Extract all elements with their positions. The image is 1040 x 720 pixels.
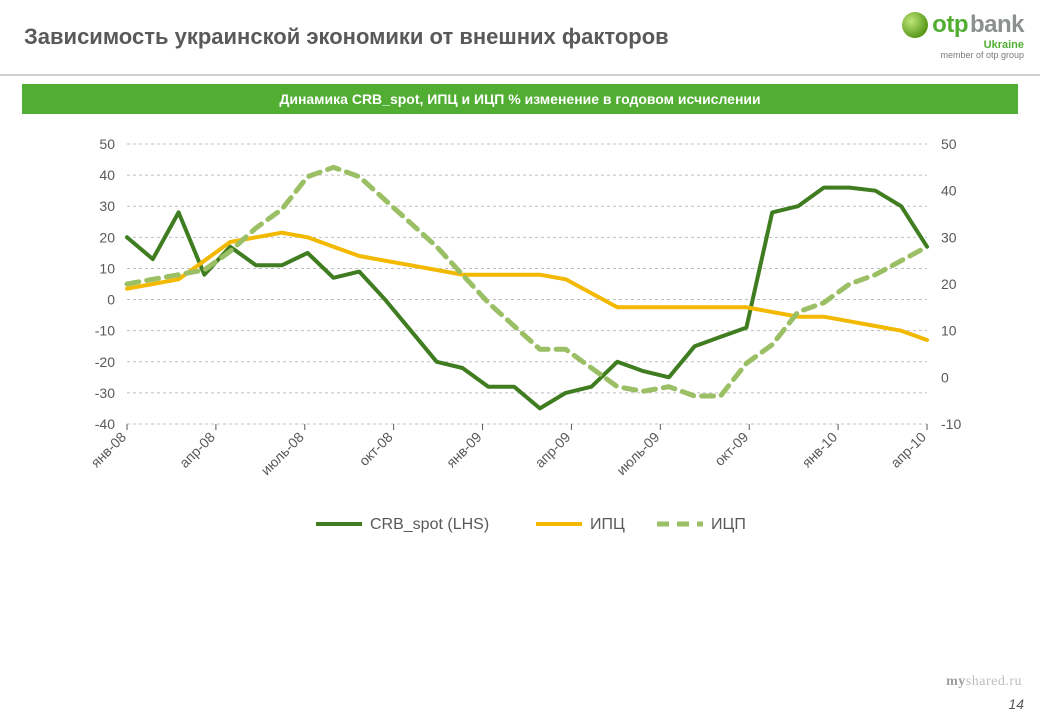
svg-text:50: 50 xyxy=(941,136,957,152)
logo-text-otp: otp xyxy=(932,13,968,37)
watermark: myshared.ru xyxy=(946,674,1022,690)
logo-text-bank: bank xyxy=(970,13,1024,37)
svg-text:окт-09: окт-09 xyxy=(711,429,751,469)
logo-tagline: member of otp group xyxy=(940,50,1024,60)
chart-title: Динамика CRB_spot, ИПЦ и ИЦП % изменение… xyxy=(279,91,760,107)
svg-text:-30: -30 xyxy=(95,385,115,401)
chart-title-band: Динамика CRB_spot, ИПЦ и ИЦП % изменение… xyxy=(22,84,1018,114)
legend-label: ИЦП xyxy=(711,516,746,533)
logo-orb-icon xyxy=(902,12,928,38)
legend-label: ИПЦ xyxy=(590,516,625,533)
svg-text:янв-10: янв-10 xyxy=(799,429,841,471)
svg-text:-20: -20 xyxy=(95,354,115,370)
svg-text:апр-10: апр-10 xyxy=(887,429,929,471)
svg-text:апр-09: апр-09 xyxy=(532,429,574,471)
svg-text:30: 30 xyxy=(941,229,957,245)
series-ИПЦ xyxy=(127,233,927,340)
svg-text:-10: -10 xyxy=(95,323,115,339)
series-CRB_spot (LHS) xyxy=(127,188,927,409)
page-number: 14 xyxy=(1008,696,1024,712)
svg-text:июль-08: июль-08 xyxy=(258,429,307,478)
svg-text:30: 30 xyxy=(99,198,115,214)
svg-text:янв-09: янв-09 xyxy=(443,429,485,471)
divider xyxy=(0,74,1040,76)
svg-text:0: 0 xyxy=(941,369,949,385)
svg-text:10: 10 xyxy=(941,323,957,339)
svg-text:янв-08: янв-08 xyxy=(87,429,129,471)
svg-text:0: 0 xyxy=(107,292,115,308)
svg-text:-40: -40 xyxy=(95,416,115,432)
svg-text:20: 20 xyxy=(99,229,115,245)
svg-text:июль-09: июль-09 xyxy=(613,429,662,478)
legend-label: CRB_spot (LHS) xyxy=(370,516,489,533)
svg-text:20: 20 xyxy=(941,276,957,292)
brand-logo: otp bank Ukraine member of otp group xyxy=(902,12,1024,60)
svg-text:окт-08: окт-08 xyxy=(356,429,396,469)
line-chart: -40 -30 -20 -10 0 10 20 30 40 50 -10 0 10 20 30 40 50 янв… xyxy=(22,124,1018,554)
svg-text:40: 40 xyxy=(941,183,957,199)
svg-text:апр-08: апр-08 xyxy=(176,429,218,471)
svg-text:10: 10 xyxy=(99,260,115,276)
svg-text:50: 50 xyxy=(99,136,115,152)
svg-text:-10: -10 xyxy=(941,416,961,432)
svg-text:40: 40 xyxy=(99,167,115,183)
page-title: Зависимость украинской экономики от внеш… xyxy=(24,24,1016,50)
